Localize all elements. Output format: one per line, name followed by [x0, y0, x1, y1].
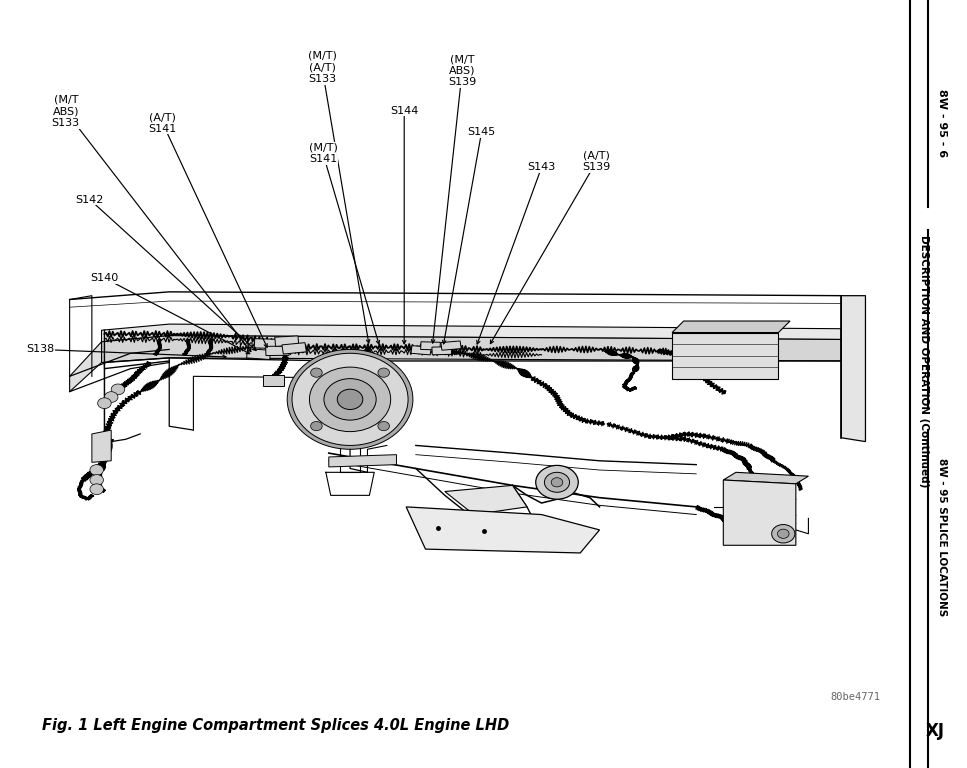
- Bar: [254, 339, 278, 349]
- Polygon shape: [672, 321, 790, 333]
- Circle shape: [310, 368, 322, 377]
- Polygon shape: [672, 333, 778, 379]
- Circle shape: [324, 379, 376, 420]
- Circle shape: [309, 367, 391, 432]
- Text: (A/T)
S141: (A/T) S141: [148, 112, 177, 134]
- Circle shape: [777, 529, 789, 538]
- Circle shape: [90, 465, 103, 475]
- Bar: [263, 375, 284, 386]
- Circle shape: [292, 353, 408, 445]
- Text: S142: S142: [75, 194, 104, 205]
- Text: (A/T)
S139: (A/T) S139: [582, 151, 611, 172]
- Circle shape: [772, 525, 795, 543]
- Text: (M/T)
(A/T)
S133: (M/T) (A/T) S133: [308, 51, 337, 84]
- Bar: [247, 349, 271, 359]
- Circle shape: [90, 484, 103, 495]
- Text: S145: S145: [467, 127, 496, 137]
- Text: S138: S138: [26, 344, 55, 355]
- Text: S140: S140: [90, 273, 119, 283]
- Circle shape: [551, 478, 563, 487]
- Polygon shape: [445, 485, 527, 515]
- Text: S143: S143: [527, 162, 556, 173]
- Polygon shape: [92, 430, 111, 462]
- Polygon shape: [70, 342, 102, 392]
- Circle shape: [378, 368, 390, 377]
- Circle shape: [287, 349, 413, 449]
- Polygon shape: [723, 480, 796, 545]
- Text: XJ: XJ: [925, 722, 945, 740]
- Polygon shape: [102, 324, 841, 342]
- Polygon shape: [329, 455, 396, 467]
- Circle shape: [98, 398, 111, 409]
- Text: Fig. 1 Left Engine Compartment Splices 4.0L Engine LHD: Fig. 1 Left Engine Compartment Splices 4…: [42, 718, 510, 733]
- Bar: [411, 346, 431, 355]
- Circle shape: [104, 392, 118, 402]
- Bar: [432, 346, 452, 355]
- Circle shape: [90, 475, 103, 485]
- Circle shape: [536, 465, 578, 499]
- Text: 8W - 95 - 6: 8W - 95 - 6: [937, 89, 947, 157]
- Bar: [266, 346, 289, 356]
- Text: (M/T
ABS)
S139: (M/T ABS) S139: [448, 54, 477, 88]
- Circle shape: [111, 384, 125, 395]
- Circle shape: [378, 422, 390, 431]
- Text: (M/T
ABS)
S133: (M/T ABS) S133: [51, 94, 80, 128]
- Circle shape: [544, 472, 570, 492]
- Circle shape: [310, 422, 322, 431]
- Bar: [275, 336, 299, 346]
- Bar: [421, 342, 440, 350]
- Bar: [441, 341, 461, 350]
- Text: S144: S144: [390, 105, 419, 116]
- Polygon shape: [102, 336, 841, 362]
- Text: 8W - 95 SPLICE LOCATIONS: 8W - 95 SPLICE LOCATIONS: [937, 458, 947, 617]
- Circle shape: [337, 389, 363, 409]
- Bar: [282, 343, 307, 354]
- Text: DESCRIPTION AND OPERATION (Continued): DESCRIPTION AND OPERATION (Continued): [920, 235, 929, 487]
- Polygon shape: [723, 472, 808, 484]
- Text: 80be4771: 80be4771: [831, 692, 881, 703]
- Polygon shape: [406, 507, 600, 553]
- Text: (M/T)
S141: (M/T) S141: [308, 143, 337, 164]
- Polygon shape: [841, 296, 865, 442]
